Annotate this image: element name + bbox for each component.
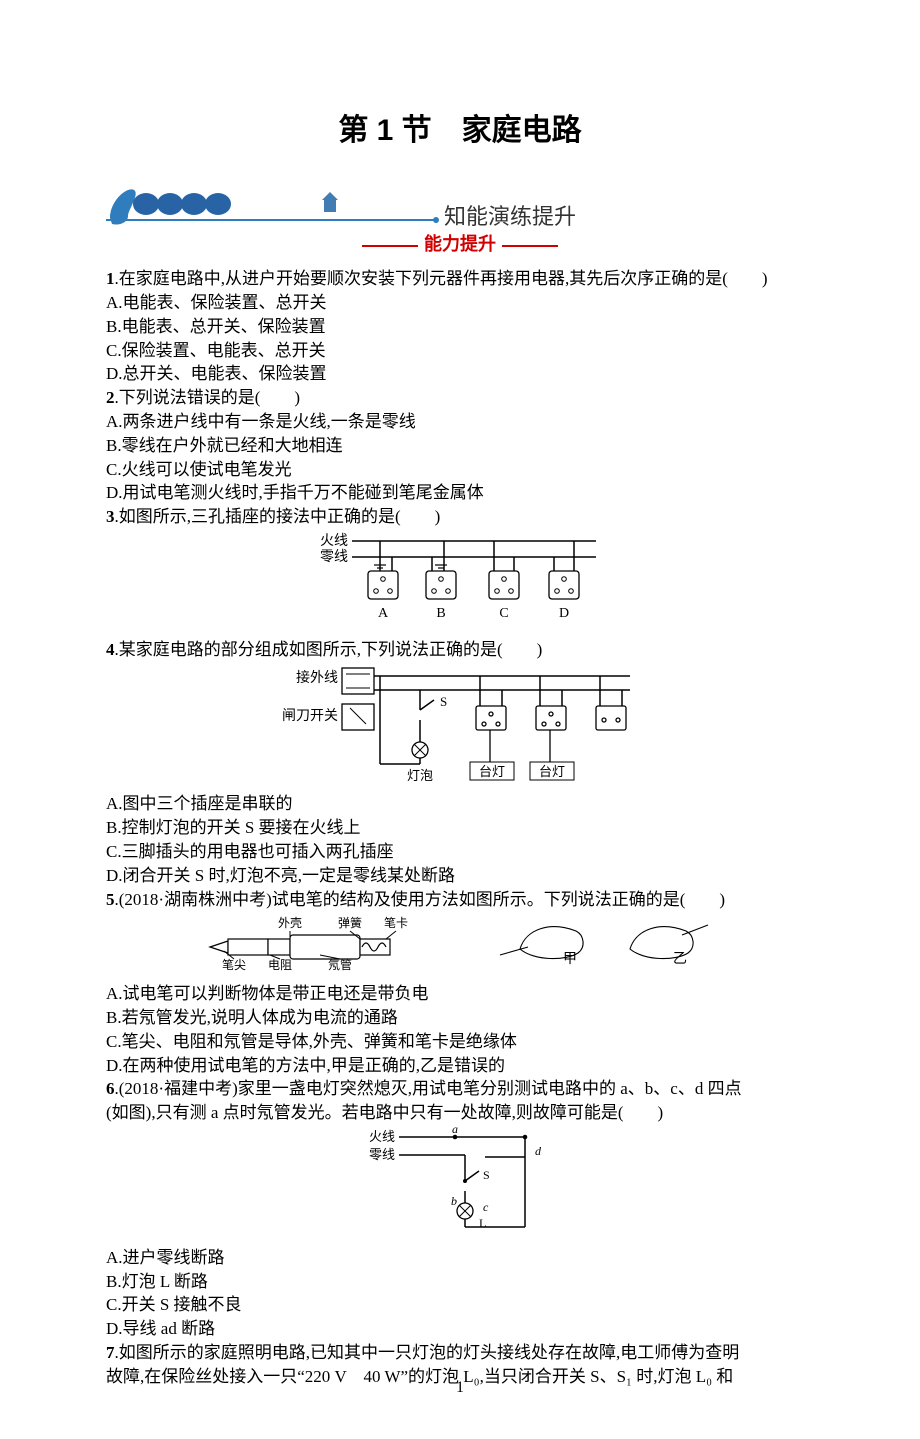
- sub-banner: 能力提升: [106, 232, 814, 257]
- q5-opt-b: B.若氖管发光,说明人体成为电流的通路: [106, 1006, 814, 1030]
- q4-opt-c: C.三脚插头的用电器也可插入两孔插座: [106, 840, 814, 864]
- q3-stem: 3.如图所示,三孔插座的接法中正确的是( ): [106, 505, 814, 529]
- q4-num: 4: [106, 640, 115, 659]
- q6-num: 6: [106, 1079, 115, 1098]
- q7-stem-1: 7.如图所示的家庭照明电路,已知其中一只灯泡的灯头接线处存在故障,电工师傅为查明: [106, 1341, 814, 1365]
- q6-stem-2: (如图),只有测 a 点时氖管发光。若电路中只有一处故障,则故障可能是( ): [106, 1101, 814, 1125]
- q1-opt-c: C.保险装置、电能表、总开关: [106, 339, 814, 363]
- q3-stem-text: 如图所示,三孔插座的接法中正确的是( ): [119, 507, 441, 526]
- page-number: 1: [0, 1377, 920, 1399]
- section-banner: 知能演练提升: [106, 180, 814, 236]
- svg-text:a: a: [452, 1127, 458, 1136]
- svg-text:c: c: [483, 1200, 489, 1214]
- q3-diagram: 火线 零线 A: [106, 531, 814, 636]
- q2-opt-c: C.火线可以使试电笔发光: [106, 458, 814, 482]
- q6-opt-d: D.导线 ad 断路: [106, 1317, 814, 1341]
- q5-stem: 5.(2018·湖南株洲中考)试电笔的结构及使用方法如图所示。下列说法正确的是(…: [106, 888, 814, 912]
- q1-stem: 1.在家庭电路中,从进户开始要顺次安装下列元器件再接用电器,其先后次序正确的是(…: [106, 267, 814, 291]
- svg-text:L: L: [479, 1216, 486, 1230]
- q4-opt-a: A.图中三个插座是串联的: [106, 792, 814, 816]
- q6-stem-1: 6.(2018·福建中考)家里一盏电灯突然熄灭,用试电笔分别测试电路中的 a、b…: [106, 1077, 814, 1101]
- q1-stem-text: 在家庭电路中,从进户开始要顺次安装下列元器件再接用电器,其先后次序正确的是( ): [119, 269, 768, 288]
- q5-opt-d: D.在两种使用试电笔的方法中,甲是正确的,乙是错误的: [106, 1054, 814, 1078]
- svg-text:闸刀开关: 闸刀开关: [282, 708, 338, 724]
- svg-text:台灯: 台灯: [479, 764, 505, 779]
- page-title: 第 1 节 家庭电路: [106, 110, 814, 152]
- q5-opt-a: A.试电笔可以判断物体是带正电还是带负电: [106, 982, 814, 1006]
- q2-stem-text: 下列说法错误的是( ): [119, 388, 300, 407]
- svg-text:零线: 零线: [369, 1147, 395, 1162]
- svg-text:火线: 火线: [369, 1129, 395, 1144]
- q7-stem1-text: 如图所示的家庭照明电路,已知其中一只灯泡的灯头接线处存在故障,电工师傅为查明: [119, 1343, 740, 1362]
- svg-text:笔尖: 笔尖: [222, 957, 246, 972]
- q5-diagram: 外壳 弹簧 笔卡 笔尖 电阻 氖管 甲 乙: [106, 913, 814, 980]
- q4-opt-d: D.闭合开关 S 时,灯泡不亮,一定是零线某处断路: [106, 864, 814, 888]
- svg-text:b: b: [451, 1194, 457, 1208]
- svg-text:C: C: [499, 606, 508, 621]
- svg-text:零线: 零线: [320, 549, 348, 565]
- q2-stem: 2.下列说法错误的是( ): [106, 386, 814, 410]
- svg-text:接外线: 接外线: [296, 669, 338, 686]
- q7-num: 7: [106, 1343, 115, 1362]
- svg-text:甲: 甲: [563, 952, 577, 967]
- svg-text:乙: 乙: [673, 951, 687, 967]
- svg-text:火线: 火线: [320, 533, 348, 549]
- q5-num: 5: [106, 890, 115, 909]
- svg-text:弹簧: 弹簧: [338, 915, 362, 930]
- svg-text:B: B: [436, 606, 445, 621]
- svg-text:A: A: [378, 606, 389, 621]
- q2-opt-b: B.零线在户外就已经和大地相连: [106, 434, 814, 458]
- q4-opt-b: B.控制灯泡的开关 S 要接在火线上: [106, 816, 814, 840]
- svg-text:S: S: [483, 1168, 490, 1182]
- q2-opt-d: D.用试电笔测火线时,手指千万不能碰到笔尾金属体: [106, 481, 814, 505]
- svg-text:笔卡: 笔卡: [384, 915, 408, 930]
- q1-opt-d: D.总开关、电能表、保险装置: [106, 362, 814, 386]
- q4-diagram: 接外线 闸刀开关 S: [106, 664, 814, 791]
- q1-num: 1: [106, 269, 115, 288]
- q5-opt-c: C.笔尖、电阻和氖管是导体,外壳、弹簧和笔卡是绝缘体: [106, 1030, 814, 1054]
- q6-opt-b: B.灯泡 L 断路: [106, 1270, 814, 1294]
- sub-banner-text: 能力提升: [362, 232, 558, 257]
- q4-stem-text: 某家庭电路的部分组成如图所示,下列说法正确的是( ): [119, 640, 543, 659]
- q6-opt-c: C.开关 S 接触不良: [106, 1293, 814, 1317]
- banner-text: 知能演练提升: [444, 204, 576, 229]
- q2-opt-a: A.两条进户线中有一条是火线,一条是零线: [106, 410, 814, 434]
- q6-diagram: 火线 零线 a d S L b c: [106, 1127, 814, 1244]
- svg-text:灯泡: 灯泡: [407, 768, 433, 783]
- svg-text:电阻: 电阻: [268, 958, 292, 972]
- q1-opt-a: A.电能表、保险装置、总开关: [106, 291, 814, 315]
- q6-stem1-text: (2018·福建中考)家里一盏电灯突然熄灭,用试电笔分别测试电路中的 a、b、c…: [119, 1079, 742, 1098]
- svg-text:S: S: [440, 694, 447, 709]
- q5-stem-text: (2018·湖南株洲中考)试电笔的结构及使用方法如图所示。下列说法正确的是( ): [119, 890, 725, 909]
- q2-num: 2: [106, 388, 115, 407]
- svg-text:d: d: [535, 1144, 542, 1158]
- svg-text:氖管: 氖管: [328, 957, 352, 972]
- svg-text:外壳: 外壳: [278, 916, 302, 930]
- q3-num: 3: [106, 507, 115, 526]
- svg-text:D: D: [559, 606, 569, 621]
- q6-opt-a: A.进户零线断路: [106, 1246, 814, 1270]
- svg-text:台灯: 台灯: [539, 764, 565, 779]
- q1-opt-b: B.电能表、总开关、保险装置: [106, 315, 814, 339]
- q4-stem: 4.某家庭电路的部分组成如图所示,下列说法正确的是( ): [106, 638, 814, 662]
